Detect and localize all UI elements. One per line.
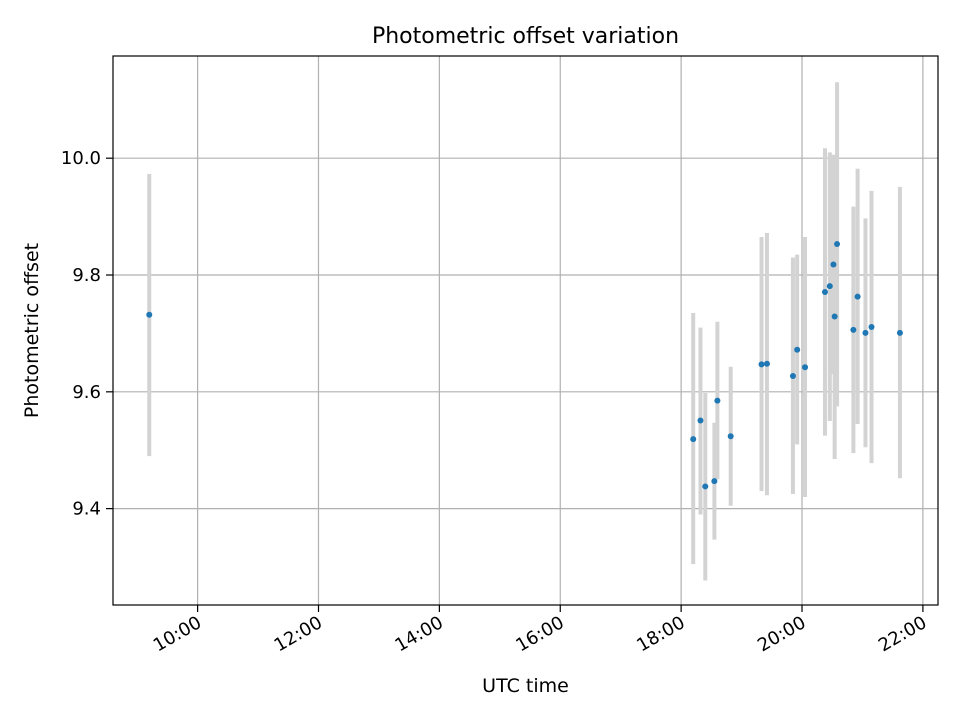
y-axis-ticks: 9.4 9.6 9.8 10.0 <box>61 148 113 520</box>
data-point <box>758 361 765 368</box>
y-tick-label: 9.4 <box>72 499 101 520</box>
y-tick-label: 9.8 <box>72 265 101 286</box>
data-point <box>854 293 861 300</box>
data-point <box>868 323 875 330</box>
data-point <box>714 397 721 404</box>
data-point <box>896 329 903 336</box>
data-point <box>794 346 801 353</box>
data-point <box>690 436 697 443</box>
y-axis-label: Photometric offset <box>21 243 43 418</box>
data-point <box>697 417 704 424</box>
plot-frame <box>112 55 939 606</box>
data-point <box>711 478 718 485</box>
chart-title: Photometric offset variation <box>372 24 679 49</box>
data-point <box>789 373 796 380</box>
y-tick-label: 9.6 <box>72 382 101 403</box>
data-points <box>146 241 903 490</box>
data-point <box>850 326 857 333</box>
data-point <box>146 311 153 318</box>
data-point <box>727 433 734 440</box>
data-point <box>830 261 837 268</box>
data-point <box>862 329 869 336</box>
data-point <box>802 364 809 371</box>
data-point <box>702 483 709 490</box>
data-point <box>826 283 833 290</box>
grid-lines <box>113 56 938 605</box>
data-point <box>763 360 770 367</box>
x-axis-label: UTC time <box>482 675 569 697</box>
y-tick-label: 10.0 <box>61 148 101 169</box>
data-point <box>821 288 828 295</box>
data-point <box>834 241 841 248</box>
data-point <box>831 313 838 320</box>
